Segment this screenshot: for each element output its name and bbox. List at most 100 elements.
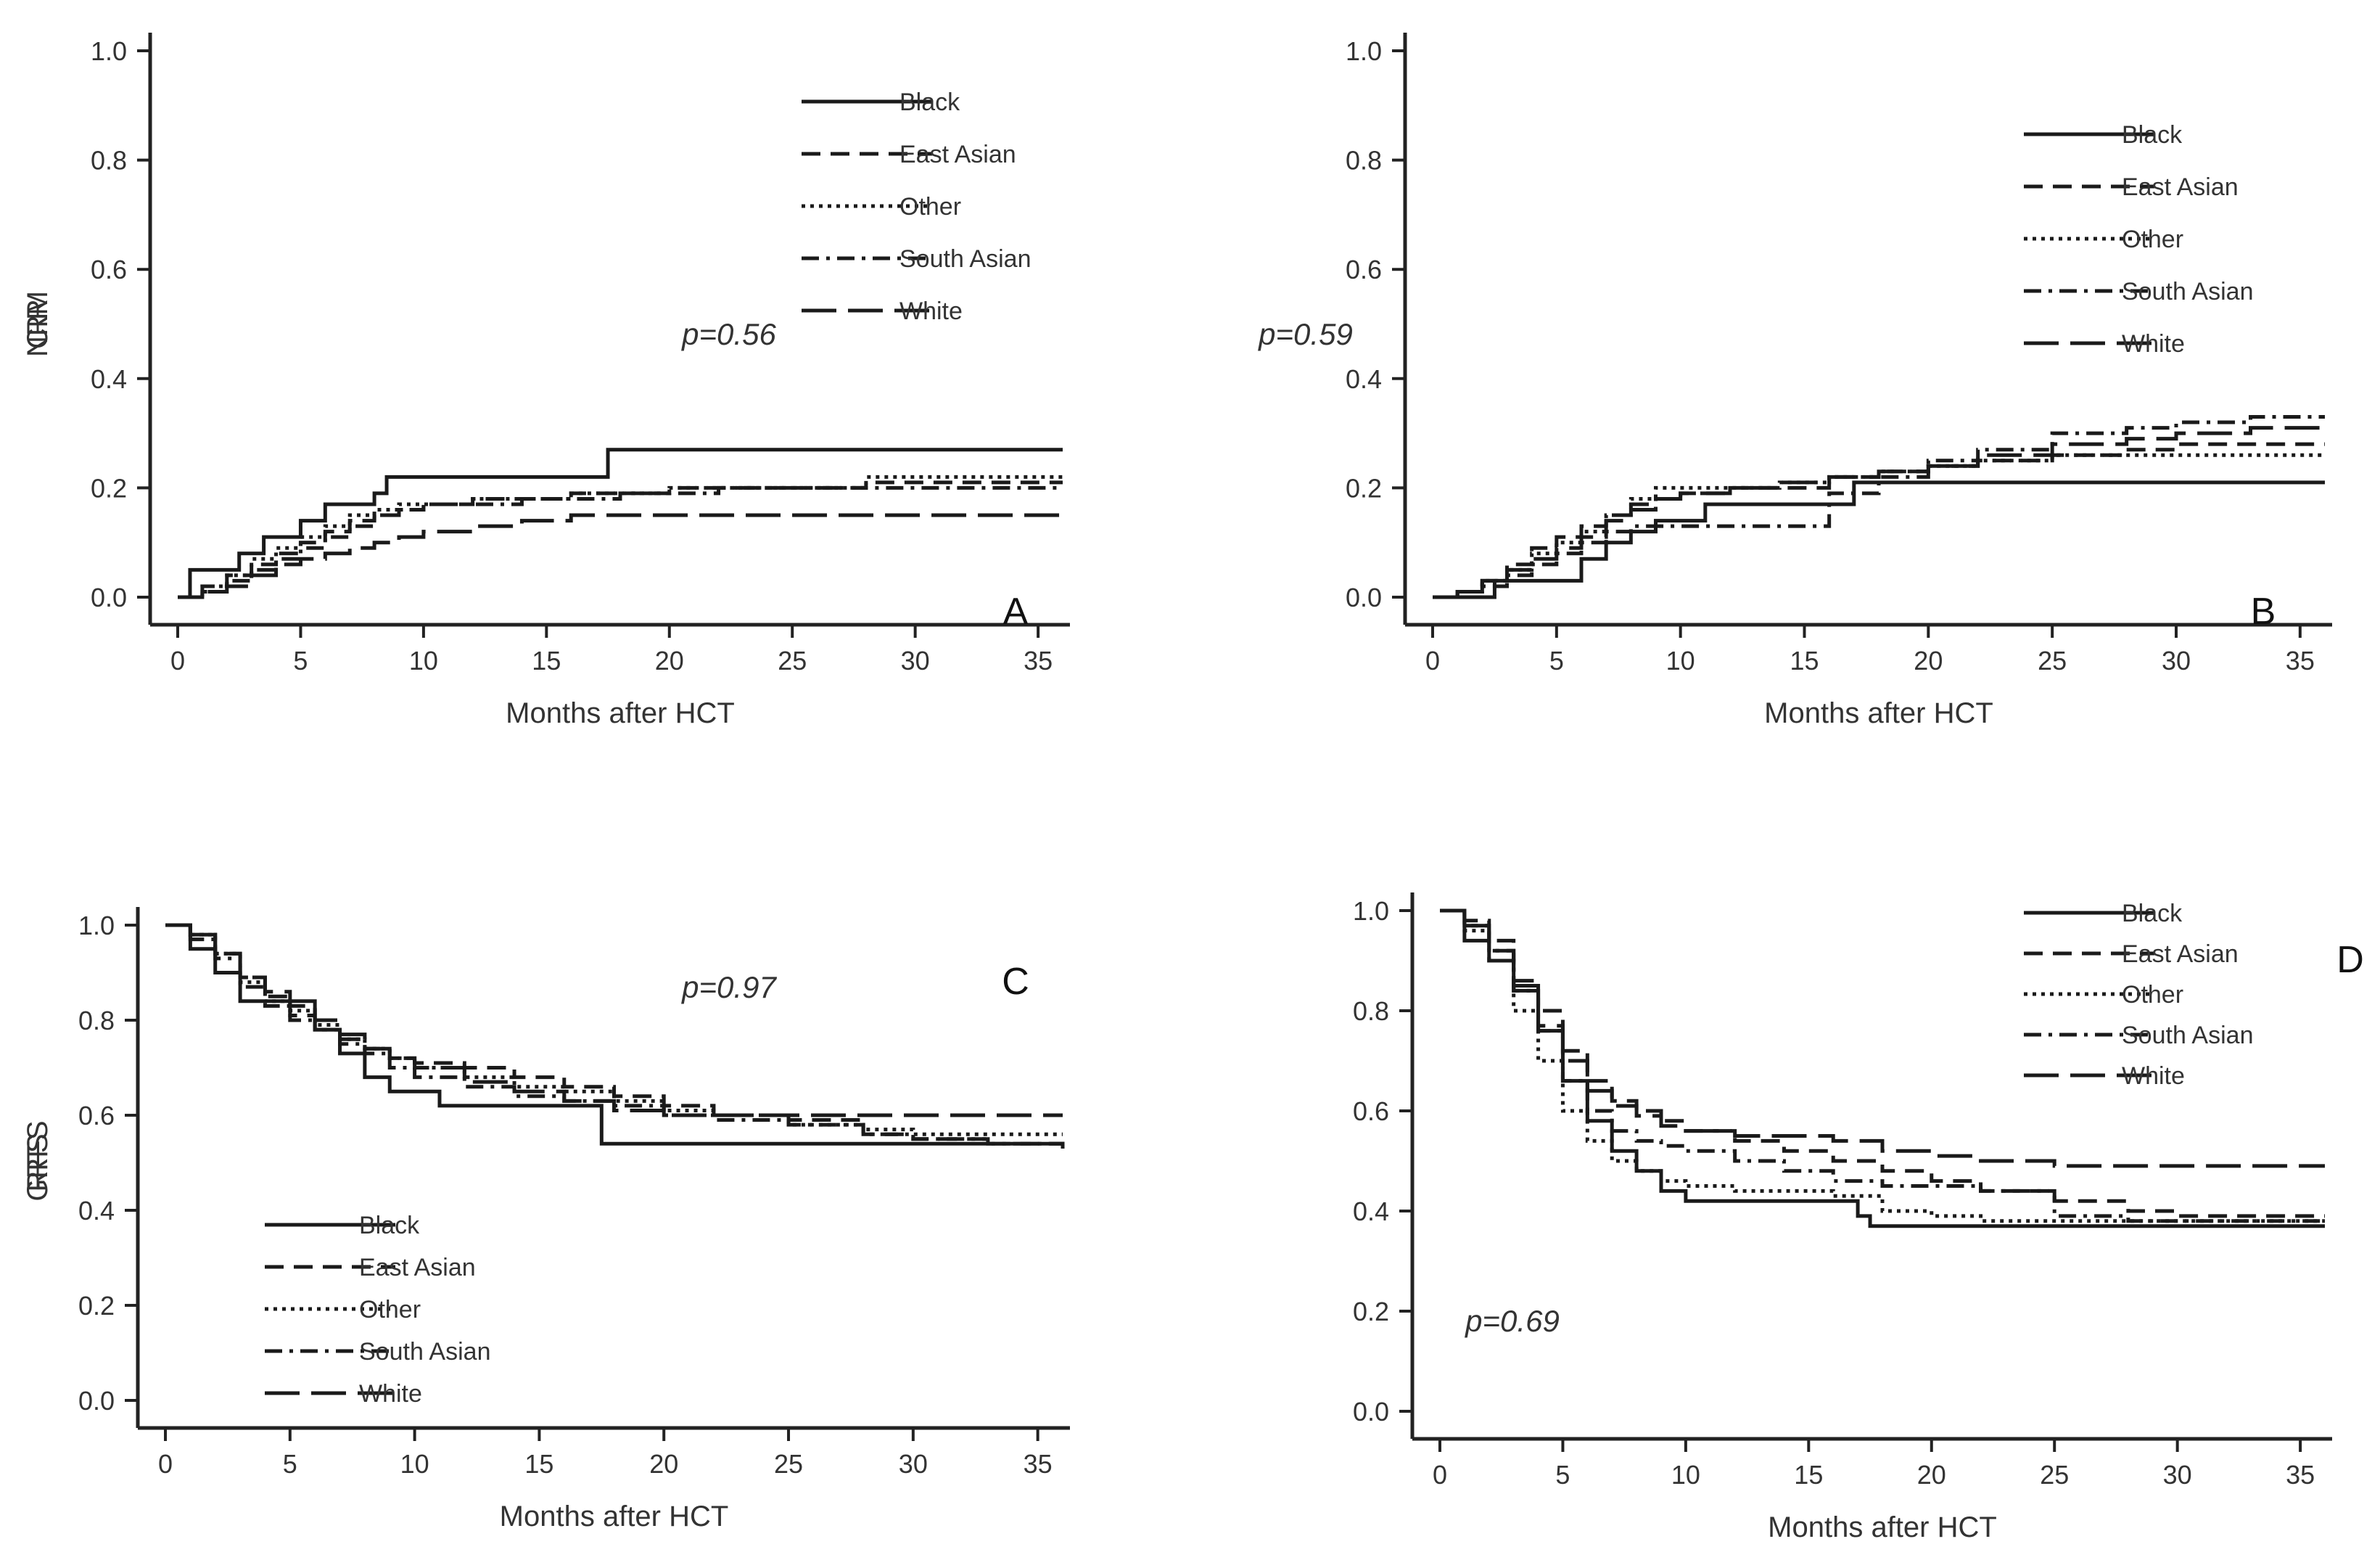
panel-b: 0.0 0.2 0.4 0.6 0.8 1.0 0 5 10 15 20 25 30 35 Months a… (22, 33, 2332, 729)
y-axis-label: CIR (22, 299, 54, 349)
y-tick-label: 1.0 (1353, 896, 1389, 926)
x-tick-label: 15 (1790, 646, 1819, 676)
legend-label: East Asian (359, 1254, 476, 1281)
x-tick-label: 20 (655, 646, 684, 676)
legend-label: Black (359, 1212, 420, 1239)
legend-label: Other (359, 1296, 421, 1323)
y-tick-label: 0.0 (91, 583, 127, 612)
y-tick-label: 0.0 (78, 1386, 115, 1416)
y-tick-label: 1.0 (78, 911, 115, 940)
series-line-south-asian (178, 485, 1063, 599)
y-axis-label: GRFS (22, 1120, 54, 1201)
p-value: p=0.56 (680, 317, 776, 351)
x-tick-label: 35 (2286, 646, 2315, 676)
legend-label: White (2122, 330, 2185, 358)
panel-letter: C (1002, 961, 1029, 1003)
legend-label: Black (2122, 121, 2183, 149)
series-line-black (1440, 908, 2325, 1228)
panel-letter: D (2336, 939, 2364, 981)
y-tick-label: 0.2 (1353, 1297, 1389, 1326)
y-tick-label: 0.8 (1353, 996, 1389, 1026)
y-tick-label: 0.6 (91, 255, 127, 284)
x-tick-label: 5 (293, 646, 308, 676)
legend-label: East Asian (899, 141, 1016, 168)
legend-label: South Asian (899, 245, 1031, 273)
y-tick-label: 0.0 (1346, 583, 1382, 612)
y-tick-label: 0.4 (78, 1196, 115, 1226)
panel-d: 0.0 0.2 0.4 0.6 0.8 1.0 0 5 10 15 20 25 30 35 Months a… (22, 892, 2364, 1543)
series-line-black (1433, 480, 2325, 599)
y-tick-label: 0.6 (78, 1101, 115, 1130)
x-tick-label: 20 (1914, 646, 1943, 676)
y-axis-label: RFS (22, 1134, 54, 1192)
y-tick-label: 0.4 (1346, 364, 1382, 394)
x-tick-label: 30 (2162, 646, 2191, 676)
series-line-south-asian (1433, 415, 2325, 599)
x-tick-label: 25 (774, 1449, 803, 1479)
legend-label: East Asian (2122, 173, 2239, 201)
x-tick-label: 20 (649, 1449, 678, 1479)
x-tick-label: 15 (1794, 1460, 1823, 1490)
x-tick-label: 5 (1549, 646, 1564, 676)
x-axis-label: Months after HCT (500, 1501, 729, 1532)
panel-c: 0.0 0.2 0.4 0.6 0.8 1.0 0 5 10 15 20 25 30 35 Months a… (22, 907, 1070, 1532)
x-tick-label: 25 (2038, 646, 2067, 676)
y-tick-label: 1.0 (91, 36, 127, 66)
x-tick-label: 30 (2163, 1460, 2192, 1490)
x-axis-label: Months after HCT (506, 697, 735, 729)
y-tick-label: 0.2 (1346, 473, 1382, 503)
x-axis-label: Months after HCT (1764, 697, 1993, 729)
series-line-white (165, 923, 1063, 1117)
y-tick-label: 0.4 (1353, 1196, 1389, 1226)
y-axis-label: NRM (22, 291, 54, 357)
series-line-white (1433, 422, 2327, 599)
series-line-south-asian (1440, 908, 2325, 1223)
legend-label: Black (899, 89, 960, 116)
legend-label: Other (2122, 226, 2183, 253)
y-tick-label: 0.6 (1346, 255, 1382, 284)
x-axis-label: Months after HCT (1768, 1511, 1997, 1543)
legend-label: Other (899, 193, 961, 221)
x-tick-label: 5 (1555, 1460, 1570, 1490)
x-tick-label: 0 (158, 1449, 173, 1479)
y-tick-label: 0.2 (91, 473, 127, 503)
x-tick-label: 5 (283, 1449, 297, 1479)
legend-label: South Asian (359, 1338, 490, 1366)
y-tick-label: 0.4 (91, 364, 127, 394)
x-tick-label: 25 (2040, 1460, 2069, 1490)
x-tick-label: 35 (1024, 1449, 1053, 1479)
legend-label: White (2122, 1062, 2185, 1090)
series-line-white (1440, 908, 2325, 1168)
x-tick-label: 35 (1024, 646, 1053, 676)
x-tick-label: 35 (2286, 1460, 2315, 1490)
x-tick-label: 25 (778, 646, 807, 676)
x-tick-label: 15 (524, 1449, 553, 1479)
y-tick-label: 0.8 (91, 146, 127, 176)
panel-a: 0.0 0.2 0.4 0.6 0.8 1.0 0 5 10 15 20 25 30 35 Months a… (22, 33, 1070, 729)
y-tick-label: 0.2 (78, 1291, 115, 1321)
series-line-east-asian (1433, 442, 2325, 599)
x-tick-label: 10 (1666, 646, 1695, 676)
x-tick-label: 10 (1671, 1460, 1700, 1490)
y-tick-label: 0.6 (1353, 1096, 1389, 1126)
x-tick-label: 0 (1425, 646, 1440, 676)
legend-label: South Asian (2122, 1022, 2253, 1049)
x-tick-label: 0 (1433, 1460, 1447, 1490)
y-tick-label: 0.8 (1346, 146, 1382, 176)
p-value: p=0.59 (1257, 317, 1353, 351)
p-value: p=0.69 (1464, 1304, 1560, 1338)
series-line-other (178, 475, 1063, 599)
p-value: p=0.97 (680, 970, 777, 1004)
y-tick-label: 1.0 (1346, 36, 1382, 66)
series-line-other (1440, 908, 2325, 1223)
legend-label: South Asian (2122, 278, 2253, 305)
legend-label: White (359, 1380, 422, 1408)
x-tick-label: 10 (409, 646, 438, 676)
x-tick-label: 10 (400, 1449, 429, 1479)
x-tick-label: 30 (901, 646, 930, 676)
series-line-white (178, 513, 1063, 599)
x-tick-label: 20 (1917, 1460, 1946, 1490)
panel-letter: B (2251, 591, 2276, 633)
x-tick-label: 30 (899, 1449, 928, 1479)
series-line-black (178, 448, 1063, 599)
